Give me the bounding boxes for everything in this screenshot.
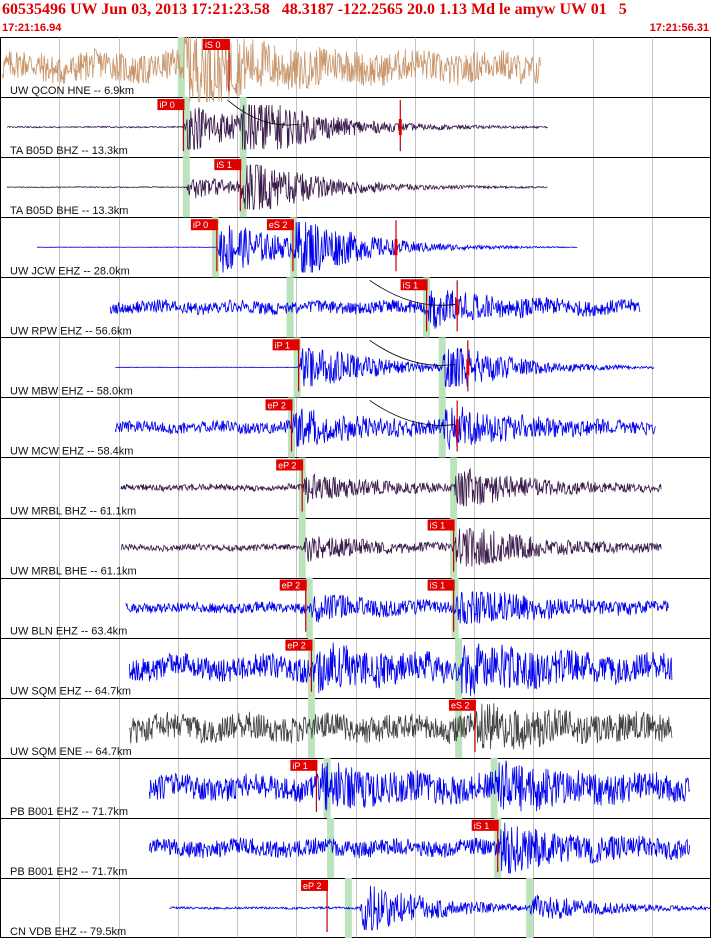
station-label: TA B05D BHE -- 13.3km xyxy=(10,205,128,217)
picks: iS 0 iP 0 iS 1 iP 0 eS 2 iS 1 iP 1 eP 2 eP 2 iS 1… xyxy=(157,39,499,932)
station-label: PB B001 EH2 -- 71.7km xyxy=(10,866,127,878)
station-label: UW SQM EHZ -- 64.7km xyxy=(10,686,131,698)
pick-label: iS 0 xyxy=(205,40,221,50)
station-label: UW MRBL BHZ -- 61.1km xyxy=(10,506,136,518)
pick-label: iP 1 xyxy=(292,761,307,771)
arrival-band xyxy=(307,697,315,758)
theoretical-curve xyxy=(369,279,456,306)
station-label: UW MRBL BHE -- 61.1km xyxy=(10,566,137,578)
pick-box xyxy=(190,219,218,231)
pick-box xyxy=(266,219,294,231)
station-label: TA B05D BHZ -- 13.3km xyxy=(10,145,128,157)
seismogram-trace xyxy=(125,591,669,624)
seismogram-trace xyxy=(115,348,655,387)
time-start-label: 17:21:16.94 xyxy=(2,22,62,34)
seismogram-trace xyxy=(148,760,691,812)
pick-label: iS 1 xyxy=(403,280,419,290)
pick-label: iP 0 xyxy=(193,220,208,230)
pick-label: eP 2 xyxy=(268,400,286,410)
seismogram-trace xyxy=(6,104,548,150)
pick-label: eP 2 xyxy=(287,641,305,651)
arrival-band xyxy=(290,217,298,278)
seismogram-trace xyxy=(120,528,662,567)
station-label: UW BLN EHZ -- 63.4km xyxy=(10,626,127,638)
pick-box xyxy=(471,819,499,831)
theoretical-curves xyxy=(227,99,456,426)
theoretical-curve xyxy=(227,99,299,126)
pick-box xyxy=(427,519,455,531)
pick-marker xyxy=(398,119,402,136)
station-label: UW QCON HNE -- 6.9km xyxy=(10,85,134,97)
pick-box xyxy=(276,459,304,471)
pick-box xyxy=(272,339,300,351)
arrival-band xyxy=(327,817,335,878)
pick-marker xyxy=(394,239,398,256)
station-label: UW SQM ENE -- 64.7km xyxy=(10,746,132,758)
pick-label: iS 1 xyxy=(216,160,232,170)
arrival-band xyxy=(298,517,306,578)
pick-box xyxy=(448,699,476,711)
pick-label: eP 2 xyxy=(282,581,300,591)
grid xyxy=(0,37,711,938)
station-label: UW JCW EHZ -- 28.0km xyxy=(10,265,130,277)
seismogram-trace xyxy=(169,885,711,931)
station-labels: UW QCON HNE -- 6.9km TA B05D BHZ -- 13.3k… xyxy=(10,85,137,938)
seismogram-trace xyxy=(109,290,641,329)
pick-box xyxy=(290,759,318,771)
pick-marker xyxy=(455,419,459,436)
seismogram-trace xyxy=(129,703,673,750)
station-label: UW MBW EHZ -- 58.0km xyxy=(10,385,133,397)
arrival-band xyxy=(451,577,459,638)
pick-box xyxy=(265,399,293,411)
arrival-band xyxy=(182,97,190,158)
theoretical-curve xyxy=(369,400,456,426)
station-label: UW MCW EHZ -- 58.4km xyxy=(10,445,133,457)
seismogram-trace xyxy=(148,822,691,874)
station-label: UW RPW EHZ -- 56.6km xyxy=(10,325,132,337)
traces xyxy=(1,37,711,931)
time-end-label: 17:21:56.31 xyxy=(649,22,709,34)
theoretical-curve xyxy=(369,340,456,366)
seismogram-plot: iS 0 iP 0 iS 1 iP 0 eS 2 iS 1 iP 1 eP 2 eP 2 iS 1… xyxy=(0,37,711,938)
arrival-band xyxy=(450,457,458,518)
pick-label: iP 1 xyxy=(275,340,290,350)
pick-marker xyxy=(466,359,470,376)
seismogram-trace xyxy=(1,37,541,103)
seismogram-trace xyxy=(120,467,662,507)
seismogram-trace xyxy=(114,406,656,450)
seismogram-trace xyxy=(36,221,578,273)
pick-marker xyxy=(455,299,459,316)
pick-box xyxy=(279,579,307,591)
header: 60535496 UW Jun 03, 2013 17:21:23.58 48.… xyxy=(0,0,711,37)
pick-box xyxy=(285,639,313,651)
pick-label: eP 2 xyxy=(278,460,296,470)
arrival-band xyxy=(182,157,190,218)
pick-box xyxy=(214,159,242,171)
pick-box xyxy=(427,579,455,591)
station-label: CN VDB EHZ -- 79.5km xyxy=(10,926,126,938)
pick-box xyxy=(157,99,185,111)
pick-label: iS 1 xyxy=(430,581,446,591)
arrival-band xyxy=(438,397,446,458)
pick-label: iS 1 xyxy=(430,521,446,531)
pick-label: eS 2 xyxy=(269,220,288,230)
seismogram-trace xyxy=(129,642,673,697)
pick-label: eS 2 xyxy=(451,701,470,711)
station-label: PB B001 EHZ -- 71.7km xyxy=(10,806,128,818)
pick-label: iP 0 xyxy=(159,100,174,110)
event-title: 60535496 UW Jun 03, 2013 17:21:23.58 48.… xyxy=(2,1,627,18)
pick-label: eP 2 xyxy=(303,881,321,891)
seismogram-trace xyxy=(6,164,548,210)
pick-label: iS 1 xyxy=(474,821,490,831)
pick-box xyxy=(202,39,230,50)
pick-box xyxy=(400,279,428,291)
pick-box xyxy=(301,879,329,891)
